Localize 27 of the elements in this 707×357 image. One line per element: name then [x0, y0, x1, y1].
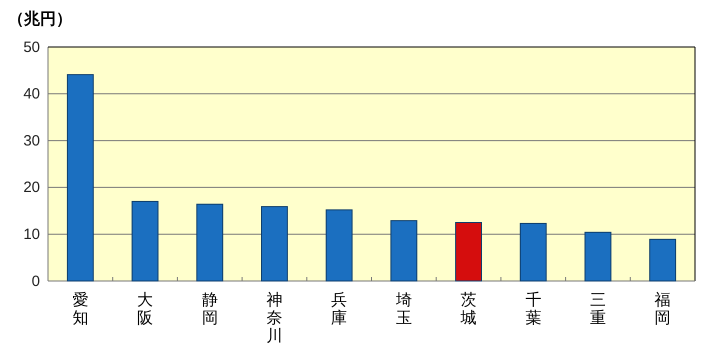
y-tick-label: 10 — [23, 226, 40, 243]
x-tick-label: 愛知 — [72, 290, 88, 327]
bar — [196, 204, 224, 282]
x-tick-label: 静岡 — [202, 290, 218, 327]
x-tick-label: 福岡 — [654, 290, 671, 327]
x-tick-label: 茨城 — [460, 290, 477, 327]
y-tick-label: 30 — [23, 132, 40, 150]
bar — [649, 238, 676, 282]
bar — [261, 206, 288, 282]
x-tick-label: 神奈川 — [266, 290, 282, 345]
y-tick-label: 0 — [32, 272, 40, 290]
bar — [66, 74, 94, 282]
y-tick-label: 20 — [23, 179, 40, 196]
bar — [132, 200, 158, 282]
bar — [326, 209, 353, 282]
y-tick-label: 40 — [23, 86, 40, 103]
bar — [584, 232, 612, 282]
x-tick-label: 三重 — [590, 290, 606, 327]
x-tick-label: 千葉 — [525, 290, 542, 327]
x-tick-label: 大阪 — [137, 290, 154, 327]
bar — [455, 222, 482, 282]
bar — [520, 222, 547, 282]
y-tick-label: 50 — [23, 38, 40, 56]
y-axis-title: （兆円） — [8, 9, 72, 28]
x-tick-label: 埼玉 — [394, 290, 412, 327]
x-tick-label: 兵庫 — [331, 290, 348, 327]
bar — [390, 220, 418, 282]
